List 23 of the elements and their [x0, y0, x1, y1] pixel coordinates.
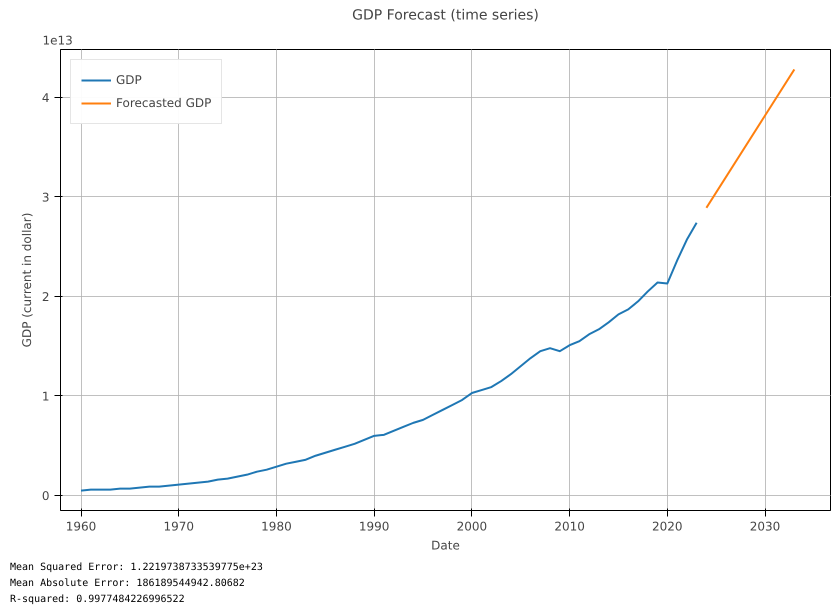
- legend-label: Forecasted GDP: [116, 96, 212, 110]
- x-tick-label: 1960: [66, 520, 96, 534]
- text: R-squared: 0.9977484226996522: [10, 594, 185, 605]
- y-tick-label: 1: [42, 389, 50, 404]
- x-tick-label: 2030: [750, 520, 780, 534]
- line-series: [80, 222, 698, 492]
- text: Mean Squared Error: 1.2219738733539775e+23: [10, 562, 263, 573]
- y-tick-label: 2: [42, 290, 50, 304]
- legend-label: GDP: [116, 73, 142, 87]
- y-tick-label: 0: [42, 489, 50, 504]
- x-tick-label: 2010: [554, 520, 585, 534]
- y-axis-title: GDP (current in dollar): [20, 212, 34, 348]
- x-tick-label: 2020: [652, 520, 683, 534]
- x-tick-label: 2000: [456, 520, 488, 534]
- text: Mean Absolute Error: 186189544942.80682: [10, 578, 245, 589]
- x-tick-label: 1980: [261, 520, 292, 534]
- x-tick-label: 1970: [163, 520, 194, 534]
- x-tick-label: 1990: [358, 520, 390, 534]
- x-axis-title: Date: [431, 538, 460, 552]
- y-tick-label: 3: [42, 190, 50, 204]
- y-tick-label: 4: [42, 90, 50, 105]
- chart-title: GDP Forecast (time series): [352, 8, 539, 24]
- text: 1e13: [42, 34, 73, 48]
